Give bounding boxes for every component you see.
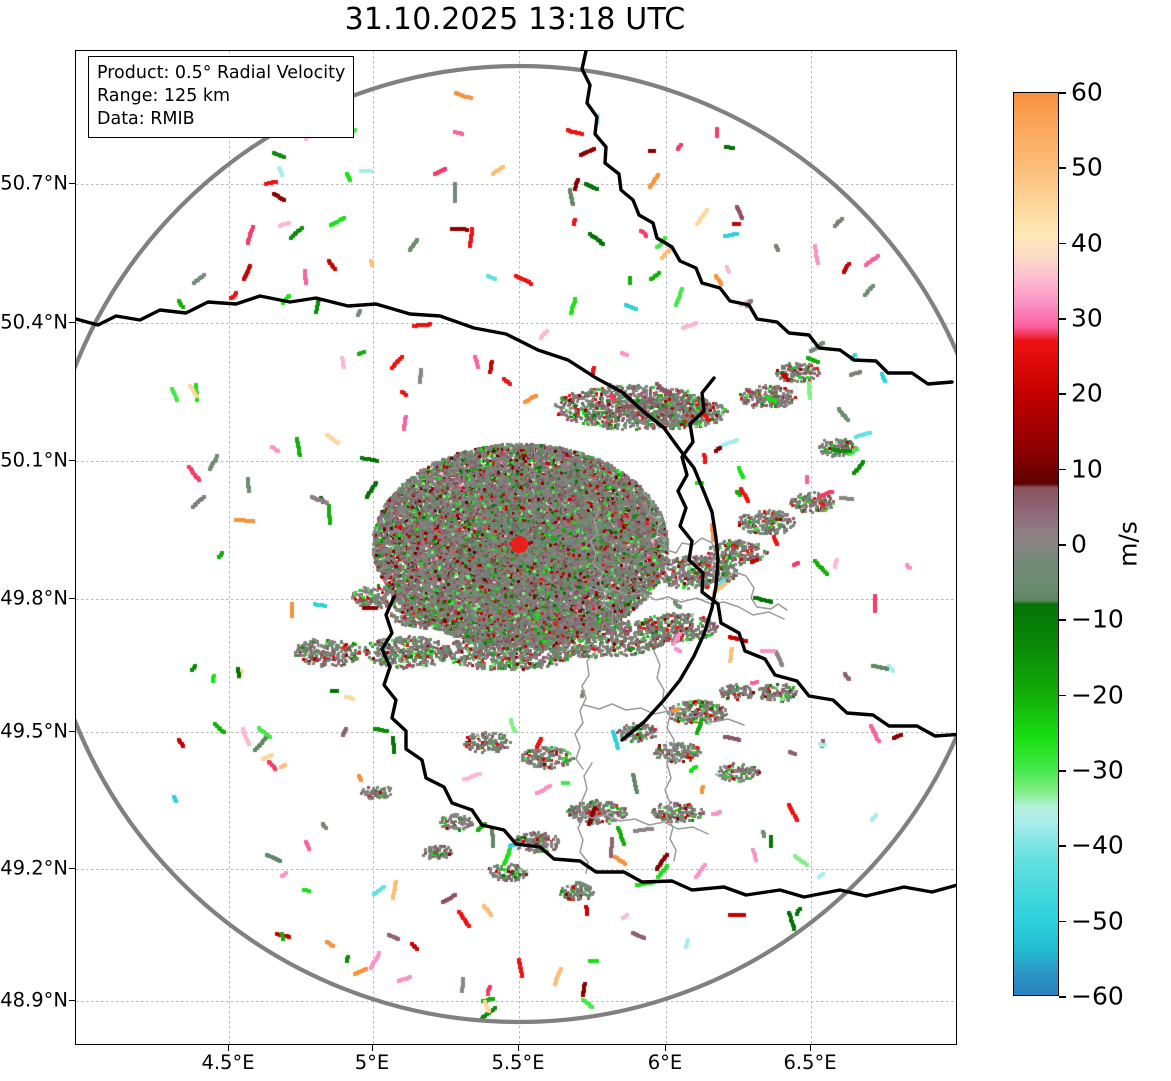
y-tick-label-0: 50.7°N [0,171,68,195]
info-product-line: Product: 0.5° Radial Velocity [97,63,346,83]
radar-site-marker[interactable] [511,536,528,553]
colorbar-tick-mark [1059,92,1066,94]
x-tick-mark [228,1045,230,1051]
y-tick-label-4: 49.5°N [0,719,68,743]
colorbar-tick-label-5: 10 [1071,454,1103,484]
colorbar-tick-label-10: −40 [1071,830,1124,860]
colorbar-tick-label-4: 20 [1071,378,1103,408]
colorbar-tick-label-0: 60 [1071,77,1103,107]
colorbar-tick-label-6: 0 [1071,529,1087,559]
info-range-line: Range: 125 km [97,86,231,107]
x-tick-mark [810,1045,812,1051]
colorbar[interactable]: 60 50 40 30 20 10 0 −10 −20 −30 −40 −50 −60 [1013,78,1124,1011]
colorbar-tick-mark [1059,544,1066,546]
colorbar-tick-mark [1059,845,1066,847]
colorbar-tick-mark [1059,996,1066,998]
y-tick-mark [69,598,75,600]
y-tick-mark [69,460,75,462]
colorbar-tick-mark [1059,770,1066,772]
colorbar-tick-mark [1059,318,1066,320]
colorbar-tick-mark [1059,619,1066,621]
page-title: 31.10.2025 13:18 UTC [344,2,686,37]
y-tick-label-3: 49.8°N [0,586,68,610]
product-info-box: Product: 0.5° Radial Velocity Range: 125… [88,56,355,139]
colorbar-tick-label-2: 40 [1071,228,1103,258]
colorbar-gradient [1013,92,1059,996]
y-tick-mark [69,731,75,733]
colorbar-tick-label-3: 30 [1071,303,1103,333]
y-tick-mark [69,183,75,185]
colorbar-tick-label-11: −50 [1071,906,1124,936]
x-tick-mark [665,1045,667,1051]
colorbar-tick-mark [1059,468,1066,471]
radar-map-plot[interactable] [75,50,957,1045]
colorbar-tick-label-7: −10 [1071,604,1124,634]
y-tick-mark [69,322,75,324]
x-tick-label-1: 5°E [354,1051,390,1074]
x-tick-mark [518,1045,520,1051]
colorbar-tick-mark [1059,242,1066,245]
colorbar-tick-label-1: 50 [1071,152,1103,182]
y-tick-mark [69,1000,75,1002]
colorbar-unit-label: m/s [1113,521,1143,567]
colorbar-tick-mark [1059,920,1066,923]
x-tick-label-4: 6.5°E [783,1051,837,1074]
y-tick-label-6: 48.9°N [0,988,68,1012]
x-tick-label-0: 4.5°E [201,1051,255,1074]
colorbar-tick-label-8: −20 [1071,680,1124,710]
x-tick-label-3: 6°E [647,1051,683,1074]
y-tick-mark [69,868,75,870]
y-tick-label-2: 50.1°N [0,448,68,472]
info-data-line: Data: RMIB [97,109,195,130]
plot-clip [76,51,956,1044]
colorbar-tick-mark [1059,167,1066,169]
colorbar-tick-mark [1059,393,1066,395]
y-tick-label-1: 50.4°N [0,310,68,334]
x-tick-label-2: 5.5°E [491,1051,545,1074]
colorbar-tick-label-12: −60 [1071,981,1124,1011]
colorbar-tick-label-9: −30 [1071,755,1124,785]
x-tick-mark [372,1045,374,1051]
colorbar-tick-mark [1059,694,1066,697]
y-tick-label-5: 49.2°N [0,856,68,880]
